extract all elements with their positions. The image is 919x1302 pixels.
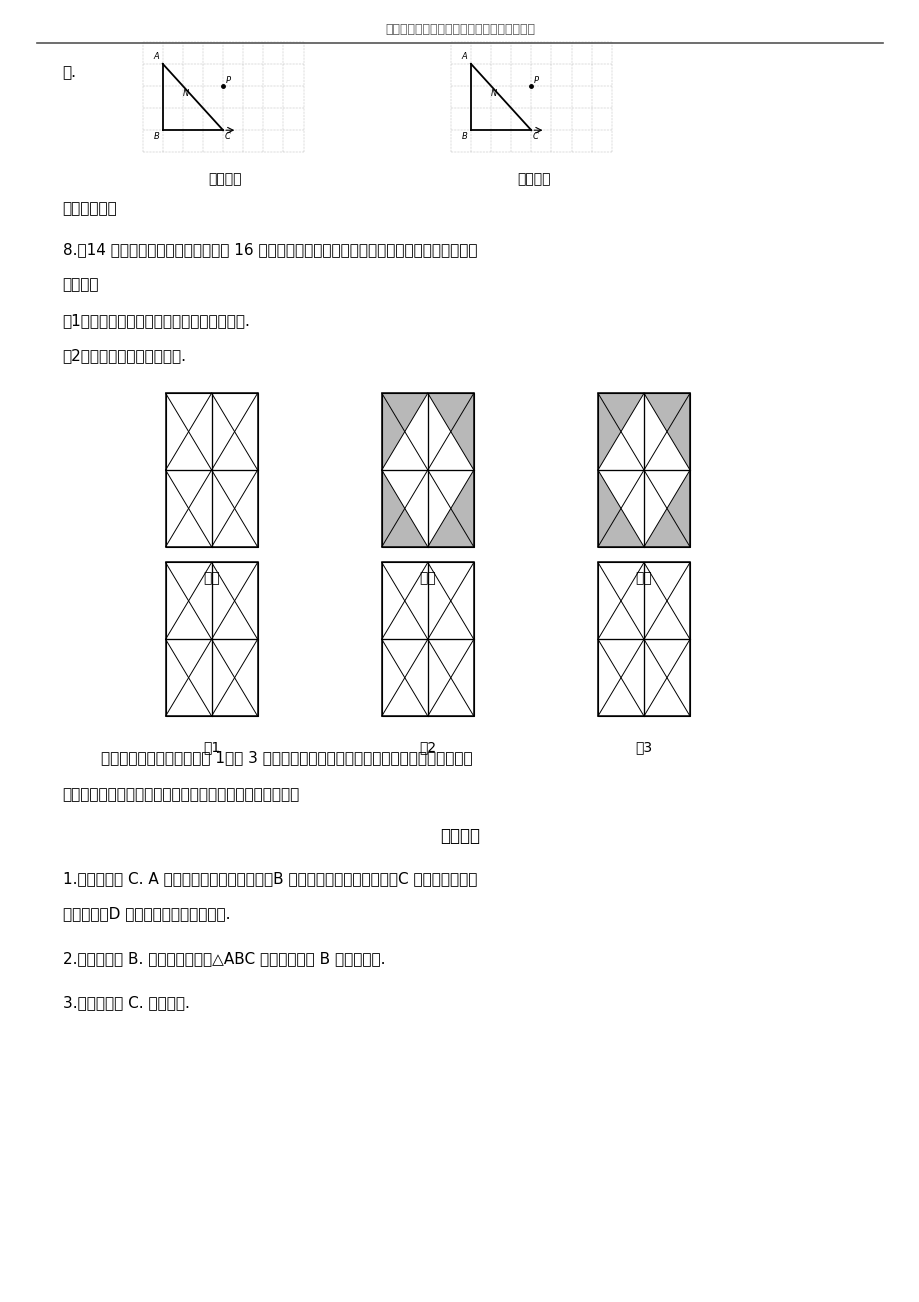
Text: A: A [153, 52, 159, 61]
Bar [643, 393, 689, 470]
Bar [211, 393, 257, 470]
Polygon shape [381, 393, 404, 470]
Polygon shape [666, 470, 689, 547]
Text: 图.: 图. [62, 65, 76, 81]
Polygon shape [597, 470, 620, 547]
Bar [427, 393, 473, 470]
Text: N: N [182, 89, 188, 98]
Bar [643, 639, 689, 716]
Bar [381, 562, 427, 639]
Bar [381, 393, 427, 470]
Bar [211, 562, 257, 639]
Bar [211, 639, 257, 716]
Text: （1）涂黑部分的面积是原正方形面积的一半.: （1）涂黑部分的面积是原正方形面积的一半. [62, 312, 250, 328]
Polygon shape [597, 393, 643, 432]
Bar [381, 562, 473, 716]
Text: P: P [533, 76, 539, 85]
Text: （图乙）: （图乙） [516, 173, 550, 186]
Text: 图甲: 图甲 [203, 572, 220, 585]
Polygon shape [450, 393, 473, 470]
Text: 图1: 图1 [203, 741, 220, 754]
Text: C: C [225, 132, 231, 141]
Text: P: P [226, 76, 231, 85]
Bar [211, 470, 257, 547]
Bar [381, 470, 427, 547]
Polygon shape [597, 393, 620, 470]
Text: B: B [153, 132, 159, 141]
Text: C: C [533, 132, 539, 141]
Bar [165, 470, 211, 547]
Bar [597, 562, 643, 639]
Text: B: B [461, 132, 467, 141]
Text: 列条件：: 列条件： [62, 277, 99, 293]
Bar [597, 470, 643, 547]
Text: 涂黑部分形状相同，则认为是同一种涂法，如图乙与图丙）: 涂黑部分形状相同，则认为是同一种涂法，如图乙与图丙） [62, 786, 300, 802]
Polygon shape [427, 393, 473, 432]
Bar [597, 639, 643, 716]
Text: （图甲）: （图甲） [209, 173, 242, 186]
Bar [427, 562, 473, 639]
Polygon shape [381, 470, 404, 547]
Text: （2）涂黑部分成轴对称图形.: （2）涂黑部分成轴对称图形. [62, 348, 187, 363]
Polygon shape [427, 509, 473, 547]
Bar [597, 393, 643, 470]
Text: 如图乙是一种涂法，请在图 1～图 3 中分别设计另外三种涂法．（在所设计的图案中，若: 如图乙是一种涂法，请在图 1～图 3 中分别设计另外三种涂法．（在所设计的图案中… [101, 750, 472, 766]
Bar [165, 562, 257, 716]
Bar [643, 562, 689, 639]
Polygon shape [597, 509, 643, 547]
Text: 2.【解析】选 B. 观察图形可知与△ABC 成轴对称的是 B 选项的图形.: 2.【解析】选 B. 观察图形可知与△ABC 成轴对称的是 B 选项的图形. [62, 950, 385, 966]
Text: N: N [490, 89, 496, 98]
Bar [427, 639, 473, 716]
Text: 3.【解析】选 C. 如图所示.: 3.【解析】选 C. 如图所示. [62, 995, 189, 1010]
Polygon shape [666, 393, 689, 470]
Text: 8.（14 分）如图甲，正方形被划分成 16 个相同的三角形，将其中若干个三角形涂黑，且满足下: 8.（14 分）如图甲，正方形被划分成 16 个相同的三角形，将其中若干个三角形… [62, 242, 477, 258]
Polygon shape [450, 470, 473, 547]
Text: 答案解析: 答案解析 [439, 827, 480, 845]
Bar [597, 393, 689, 547]
Bar [597, 562, 689, 716]
Text: A: A [461, 52, 467, 61]
Polygon shape [381, 393, 427, 432]
Text: 图2: 图2 [419, 741, 436, 754]
Text: 移得到的；D 可利用图形的轴对称得到.: 移得到的；D 可利用图形的轴对称得到. [62, 906, 230, 922]
Polygon shape [643, 509, 689, 547]
Polygon shape [381, 509, 427, 547]
Text: 图乙: 图乙 [419, 572, 436, 585]
Bar [165, 562, 211, 639]
Bar [165, 393, 211, 470]
Bar [381, 639, 427, 716]
Text: 【拓展延伸】: 【拓展延伸】 [62, 201, 118, 216]
Polygon shape [643, 393, 689, 432]
Text: 最新海量高中、初中教学课件尽在金锄头文库: 最新海量高中、初中教学课件尽在金锄头文库 [384, 23, 535, 36]
Bar [381, 393, 473, 547]
Text: 图丙: 图丙 [635, 572, 652, 585]
Bar [165, 393, 257, 547]
Bar [427, 470, 473, 547]
Text: 1.【解析】选 C. A 可利用图形的轴对称得到；B 可利用图形的轴对称得到；C 是利用图形的平: 1.【解析】选 C. A 可利用图形的轴对称得到；B 可利用图形的轴对称得到；C… [62, 871, 476, 887]
Bar [643, 470, 689, 547]
Text: 图3: 图3 [635, 741, 652, 754]
Bar [165, 639, 211, 716]
